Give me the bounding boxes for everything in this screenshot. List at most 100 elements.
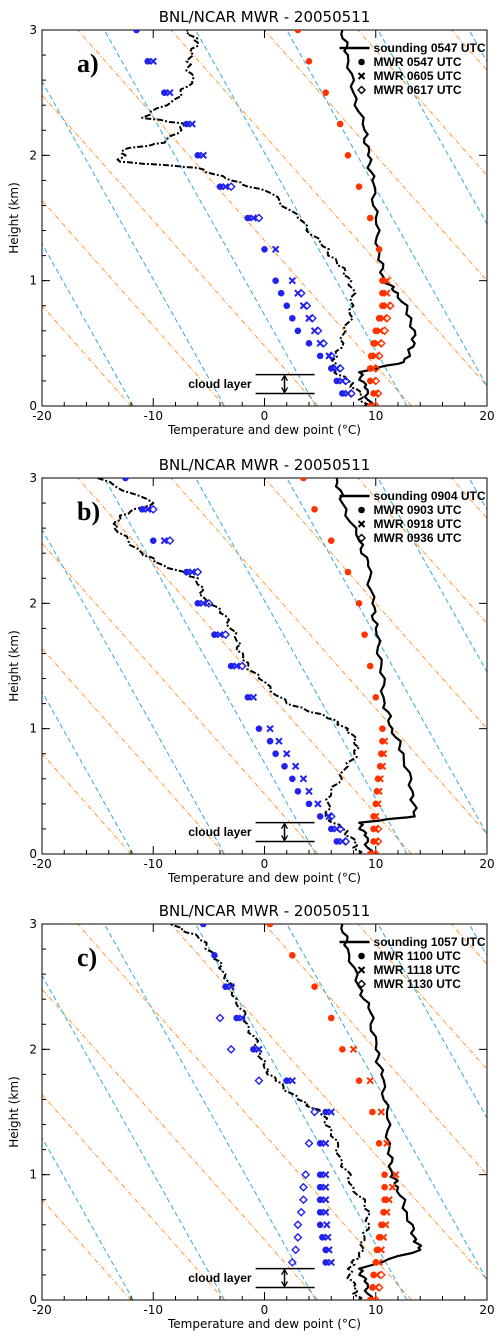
y-tick-label: 0 bbox=[29, 399, 37, 413]
dewpoint-point bbox=[149, 57, 157, 66]
data-layer bbox=[116, 30, 417, 406]
dewpoint-point bbox=[322, 1108, 329, 1116]
dry-adiabat-line bbox=[77, 478, 412, 854]
marker-stroke bbox=[378, 762, 387, 770]
marker-stroke bbox=[327, 1108, 335, 1116]
marker-stroke bbox=[357, 966, 366, 974]
dewpoint-point bbox=[316, 1208, 324, 1216]
panel-letter: b) bbox=[77, 497, 100, 526]
dry-adiabat-line bbox=[77, 30, 412, 406]
dewpoint-point bbox=[321, 1183, 330, 1191]
temperature-point bbox=[336, 120, 344, 128]
dewpoint-point bbox=[266, 737, 274, 745]
marker-stroke bbox=[369, 364, 378, 373]
temperature-point bbox=[374, 351, 384, 361]
dewpoint-point bbox=[316, 1196, 324, 1204]
dewpoint-point bbox=[296, 1207, 306, 1217]
dewpoint-point bbox=[237, 661, 247, 671]
y-tick-label: 0 bbox=[29, 1293, 37, 1307]
marker-stroke bbox=[388, 1183, 397, 1191]
legend-label: MWR 0918 UTC bbox=[374, 517, 462, 531]
legend-marker bbox=[357, 520, 366, 528]
dewpoint-point bbox=[254, 1076, 264, 1086]
x-tick-label: 0 bbox=[261, 857, 269, 871]
marker-stroke bbox=[382, 1221, 390, 1229]
dewpoint-point bbox=[232, 662, 241, 670]
dewpoint-point bbox=[221, 182, 230, 191]
legend-marker bbox=[358, 952, 365, 960]
x-tick-label: 10 bbox=[368, 1303, 383, 1317]
dewpoint-point bbox=[277, 289, 285, 297]
legend-marker bbox=[357, 85, 367, 95]
x-tick-label: 20 bbox=[479, 1303, 494, 1317]
dewpoint-point bbox=[326, 811, 336, 821]
marker-stroke bbox=[199, 151, 208, 160]
y-tick-label: 2 bbox=[29, 596, 37, 610]
dry-adiabat-line bbox=[42, 647, 225, 854]
y-axis-label: Height (km) bbox=[7, 1076, 21, 1147]
dewpoint-point bbox=[327, 1258, 335, 1267]
marker-stroke bbox=[383, 289, 391, 297]
temperature-point bbox=[377, 1108, 386, 1116]
dewpoint-point bbox=[305, 340, 313, 347]
y-axis-label: Height (km) bbox=[7, 182, 21, 253]
temperature-point bbox=[375, 1140, 383, 1147]
marker-stroke bbox=[305, 787, 313, 796]
dewpoint-point bbox=[275, 737, 283, 745]
dry-adiabat-line bbox=[77, 924, 412, 1300]
temperature-point bbox=[355, 1077, 363, 1084]
marker-stroke bbox=[325, 812, 333, 821]
temperature-point bbox=[373, 836, 383, 846]
marker-stroke bbox=[372, 837, 380, 846]
dewpoint-point bbox=[321, 1208, 330, 1216]
marker-stroke bbox=[283, 750, 291, 758]
cloud-layer-label: cloud layer bbox=[188, 825, 252, 839]
temperature-point bbox=[383, 1208, 391, 1216]
marker-stroke bbox=[372, 389, 380, 398]
moist-adiabat-line bbox=[42, 80, 225, 406]
marker-stroke bbox=[299, 775, 308, 783]
marker-stroke bbox=[379, 750, 388, 758]
x-axis-label: Temperature and dew point (°C) bbox=[167, 871, 361, 885]
marker-stroke bbox=[377, 1246, 386, 1254]
dewpoint-point bbox=[255, 1045, 263, 1054]
marker-stroke bbox=[288, 1076, 297, 1085]
temperature-point bbox=[322, 89, 329, 96]
dewpoint-point bbox=[305, 800, 313, 808]
dewpoint-point bbox=[316, 352, 324, 360]
dry-adiabat-line bbox=[42, 94, 319, 406]
marker-stroke bbox=[368, 402, 374, 406]
moist-adiabat-line bbox=[42, 528, 225, 854]
dewpoint-point bbox=[327, 1108, 335, 1116]
legend-label: MWR 0605 UTC bbox=[374, 69, 462, 83]
dewpoint-point bbox=[221, 630, 231, 640]
dewpoint-point bbox=[318, 338, 328, 348]
temperature-point bbox=[355, 183, 363, 190]
dewpoint-point bbox=[339, 390, 346, 397]
y-tick-label: 2 bbox=[29, 1042, 37, 1056]
marker-stroke bbox=[199, 599, 208, 608]
chart-title: BNL/NCAR MWR - 20050511 bbox=[159, 8, 371, 26]
dewpoint-point bbox=[316, 1221, 324, 1229]
marker-stroke bbox=[314, 800, 322, 808]
marker-stroke bbox=[321, 1196, 330, 1204]
dewpoint-point bbox=[161, 89, 168, 96]
marker-stroke bbox=[349, 1045, 358, 1054]
marker-stroke bbox=[216, 630, 224, 639]
x-axis-label: Temperature and dew point (°C) bbox=[167, 1317, 361, 1331]
temperature-point bbox=[294, 30, 302, 34]
dewpoint-point bbox=[291, 1245, 301, 1255]
dewpoint-point bbox=[301, 1170, 311, 1180]
chart-title: BNL/NCAR MWR - 20050511 bbox=[159, 456, 371, 474]
dewpoint-point bbox=[298, 1182, 308, 1192]
marker-stroke bbox=[321, 1208, 330, 1216]
dewpoint-point bbox=[313, 326, 323, 336]
temperature-point bbox=[376, 1270, 386, 1280]
dewpoint-point bbox=[138, 506, 146, 513]
x-tick-label: -10 bbox=[143, 857, 163, 871]
dewpoint-point bbox=[227, 982, 235, 991]
dewpoint-point bbox=[335, 363, 345, 373]
legend-marker bbox=[358, 58, 365, 66]
dry-adiabat-line bbox=[42, 752, 132, 854]
marker-stroke bbox=[143, 505, 152, 514]
